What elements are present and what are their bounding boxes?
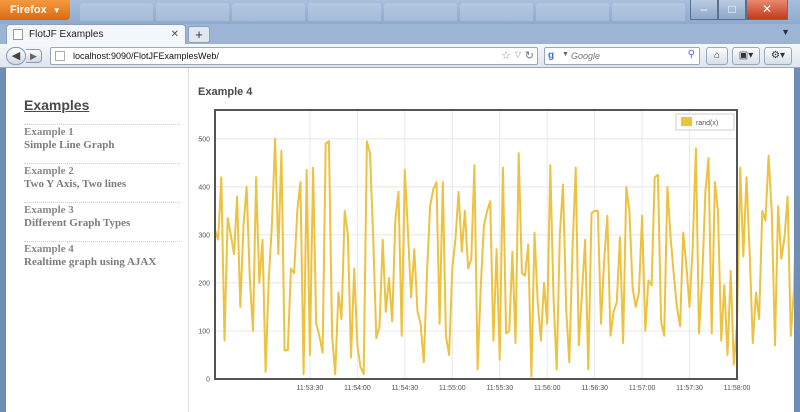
y-tick-label: 300 — [198, 232, 210, 239]
firefox-menu-button[interactable]: Firefox ▼ — [0, 0, 70, 20]
background-tab[interactable] — [536, 3, 609, 21]
site-identity-icon[interactable] — [55, 51, 65, 61]
y-tick-label: 100 — [198, 328, 210, 335]
x-tick-label: 11:57:00 — [629, 385, 656, 392]
x-tick-label: 11:56:00 — [534, 385, 561, 392]
example-title: Example 1 — [24, 126, 74, 138]
realtime-line-chart: 0 100 200 300 400 500 11:53:30 11:54:00 11:54:3… — [198, 109, 794, 392]
page-title: Example 4 — [198, 86, 253, 98]
sidebar-item-example-2[interactable]: Example 2 Two Y Axis, Two lines — [24, 163, 180, 196]
examples-sidebar: Examples Example 1 Simple Line Graph Exa… — [6, 68, 189, 412]
x-tick-label: 11:56:30 — [581, 385, 608, 392]
background-tab[interactable] — [232, 3, 305, 21]
x-tick-label: 11:54:30 — [391, 385, 418, 392]
background-tab[interactable] — [460, 3, 533, 21]
y-axis-ticks: 0 100 200 300 400 500 — [198, 136, 210, 383]
chevron-down-icon[interactable]: ▼ — [562, 51, 569, 58]
sidebar-item-example-4[interactable]: Example 4 Realtime graph using AJAX — [24, 241, 180, 274]
sidebar-item-example-1[interactable]: Example 1 Simple Line Graph — [24, 124, 180, 157]
maximize-icon[interactable]: □ — [718, 0, 746, 20]
chevron-down-icon: ▼ — [52, 6, 61, 15]
legend-label: rand(x) — [696, 120, 718, 127]
x-tick-label: 11:54:00 — [344, 385, 371, 392]
page-icon — [13, 29, 23, 40]
web-page: Examples Example 1 Simple Line Graph Exa… — [6, 68, 794, 412]
url-input[interactable] — [73, 48, 473, 64]
background-tabs — [80, 3, 685, 21]
window-titlebar: Firefox ▼ – □ ✕ — [0, 0, 800, 24]
x-tick-label: 11:58:00 — [724, 385, 751, 392]
google-icon[interactable]: g — [548, 50, 555, 61]
tab-title: FlotJF Examples — [29, 29, 104, 40]
reload-icon[interactable]: ↻ — [524, 50, 534, 62]
navigation-toolbar: ◀ ▶ ☆ ▽ ↻ g ▼ ⚲ ⌂ ▣▾ ⚙▾ — [0, 44, 800, 68]
chart-legend: rand(x) — [675, 113, 735, 131]
example-title: Example 4 — [24, 243, 74, 255]
example-title: Example 3 — [24, 204, 74, 216]
tab-strip: FlotJF Examples ✕ + ▼ — [0, 24, 800, 44]
examples-list: Example 1 Simple Line Graph Example 2 Tw… — [24, 124, 180, 280]
y-tick-label: 0 — [206, 377, 210, 384]
x-tick-label: 11:53:30 — [297, 385, 324, 392]
y-tick-label: 400 — [198, 184, 210, 191]
example-subtitle: Realtime graph using AJAX — [24, 256, 157, 268]
close-icon[interactable]: ✕ — [746, 0, 788, 20]
background-tab[interactable] — [80, 3, 153, 21]
search-icon[interactable]: ⚲ — [687, 49, 695, 60]
series-line-rand-x — [214, 137, 794, 378]
example-subtitle: Different Graph Types — [24, 217, 131, 229]
sidebar-item-example-3[interactable]: Example 3 Different Graph Types — [24, 202, 180, 235]
extension-icon[interactable]: ▣▾ — [732, 47, 760, 65]
address-bar[interactable]: ☆ ▽ ↻ — [50, 47, 538, 65]
example-subtitle: Simple Line Graph — [24, 139, 115, 151]
back-button[interactable]: ◀ — [6, 47, 26, 65]
x-tick-label: 11:57:30 — [676, 385, 703, 392]
background-tab[interactable] — [612, 3, 685, 21]
y-tick-label: 200 — [198, 280, 210, 287]
background-tab[interactable] — [384, 3, 457, 21]
addon-menu-icon[interactable]: ⚙▾ — [764, 47, 792, 65]
plot-frame — [214, 109, 738, 380]
search-input[interactable] — [571, 48, 681, 64]
tab-flotjf-examples[interactable]: FlotJF Examples ✕ — [6, 24, 186, 44]
forward-button[interactable]: ▶ — [26, 49, 42, 63]
tab-list-icon[interactable]: ▼ — [781, 27, 790, 37]
example-title: Example 2 — [24, 165, 74, 177]
firefox-menu-label: Firefox — [10, 4, 47, 16]
x-tick-label: 11:55:00 — [439, 385, 466, 392]
bookmark-star-icon[interactable]: ☆ — [501, 50, 511, 62]
y-tick-label: 500 — [198, 136, 210, 143]
new-tab-button[interactable]: + — [188, 26, 210, 43]
tab-close-icon[interactable]: ✕ — [170, 29, 179, 40]
sidebar-heading[interactable]: Examples — [24, 97, 90, 113]
history-dropdown-icon[interactable]: ▽ — [514, 50, 521, 59]
x-axis-ticks: 11:53:30 11:54:00 11:54:30 11:55:00 11:55:30… — [297, 385, 751, 392]
home-icon[interactable]: ⌂ — [706, 47, 728, 65]
window-border — [794, 68, 800, 412]
search-bar[interactable]: g ▼ ⚲ — [544, 47, 700, 65]
x-tick-label: 11:55:30 — [486, 385, 513, 392]
back-forward-group: ◀ ▶ — [6, 47, 46, 65]
legend-swatch — [681, 117, 692, 126]
example-subtitle: Two Y Axis, Two lines — [24, 178, 127, 190]
background-tab[interactable] — [156, 3, 229, 21]
minimize-icon[interactable]: – — [690, 0, 718, 20]
background-tab[interactable] — [308, 3, 381, 21]
